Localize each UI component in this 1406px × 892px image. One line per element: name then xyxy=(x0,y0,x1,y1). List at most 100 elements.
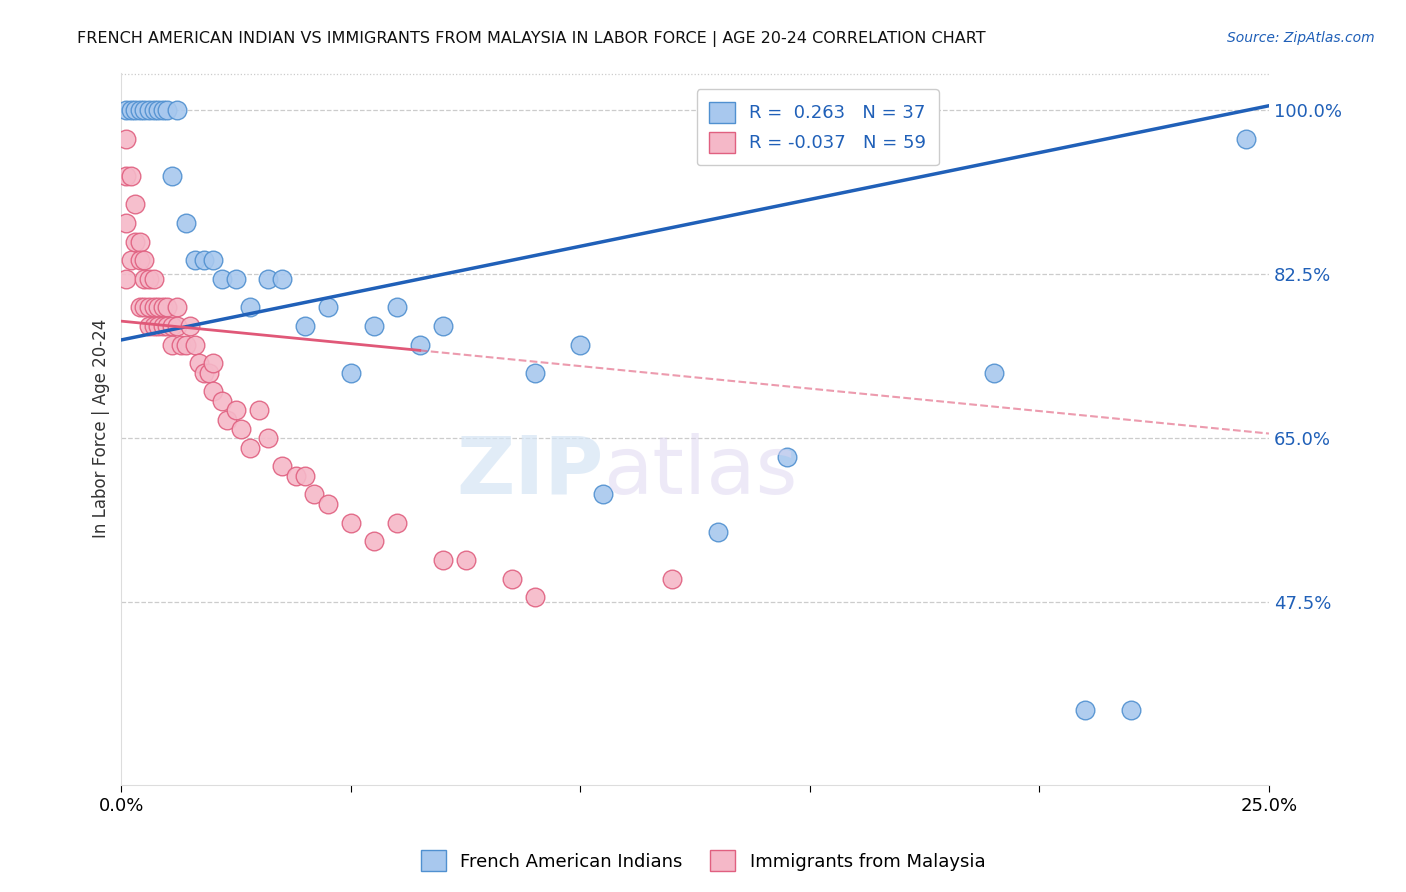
Point xyxy=(229,422,252,436)
Point xyxy=(202,384,225,399)
Point xyxy=(569,337,592,351)
Legend: R =  0.263   N = 37, R = -0.037   N = 59: R = 0.263 N = 37, R = -0.037 N = 59 xyxy=(696,89,939,165)
Point xyxy=(146,318,169,333)
Point xyxy=(193,366,215,380)
Point xyxy=(215,412,238,426)
Point xyxy=(160,337,183,351)
Point xyxy=(128,300,150,314)
Point xyxy=(184,337,207,351)
Point xyxy=(257,431,280,445)
Point xyxy=(592,487,614,501)
Point xyxy=(120,253,142,268)
Point xyxy=(239,441,262,455)
Point xyxy=(152,300,174,314)
Point xyxy=(211,393,233,408)
Point xyxy=(160,169,183,183)
Point xyxy=(707,524,730,539)
Point xyxy=(115,169,138,183)
Point xyxy=(128,253,150,268)
Point xyxy=(115,131,138,145)
Point xyxy=(134,103,156,118)
Point xyxy=(385,516,408,530)
Point xyxy=(146,103,169,118)
Point xyxy=(202,356,225,370)
Point xyxy=(1234,131,1257,145)
Point xyxy=(120,169,142,183)
Point xyxy=(138,272,160,286)
Point xyxy=(225,272,247,286)
Point xyxy=(174,337,197,351)
Point xyxy=(193,253,215,268)
Point xyxy=(184,253,207,268)
Point xyxy=(294,468,316,483)
Point xyxy=(138,103,160,118)
Point xyxy=(146,300,169,314)
Point xyxy=(166,300,188,314)
Point xyxy=(134,300,156,314)
Point xyxy=(363,318,385,333)
Point xyxy=(271,459,294,474)
Point xyxy=(156,103,179,118)
Point xyxy=(432,318,454,333)
Point xyxy=(1074,703,1097,717)
Point xyxy=(257,272,280,286)
Point xyxy=(166,318,188,333)
Point xyxy=(174,216,197,230)
Point xyxy=(523,591,546,605)
Point xyxy=(661,572,683,586)
Point xyxy=(188,356,211,370)
Point xyxy=(202,253,225,268)
Point xyxy=(316,300,339,314)
Y-axis label: In Labor Force | Age 20-24: In Labor Force | Age 20-24 xyxy=(93,319,110,539)
Point xyxy=(142,300,165,314)
Point xyxy=(225,403,247,417)
Point xyxy=(776,450,799,464)
Point xyxy=(120,103,142,118)
Point xyxy=(284,468,307,483)
Point xyxy=(523,366,546,380)
Text: ZIP: ZIP xyxy=(456,433,603,510)
Point xyxy=(134,253,156,268)
Point xyxy=(115,103,138,118)
Point xyxy=(294,318,316,333)
Point xyxy=(138,300,160,314)
Point xyxy=(124,197,146,211)
Text: atlas: atlas xyxy=(603,433,797,510)
Text: FRENCH AMERICAN INDIAN VS IMMIGRANTS FROM MALAYSIA IN LABOR FORCE | AGE 20-24 CO: FRENCH AMERICAN INDIAN VS IMMIGRANTS FRO… xyxy=(77,31,986,47)
Text: Source: ZipAtlas.com: Source: ZipAtlas.com xyxy=(1227,31,1375,45)
Point xyxy=(271,272,294,286)
Point xyxy=(211,272,233,286)
Point xyxy=(454,553,477,567)
Point xyxy=(124,235,146,249)
Point xyxy=(166,103,188,118)
Point xyxy=(115,216,138,230)
Point xyxy=(152,103,174,118)
Point xyxy=(983,366,1005,380)
Point xyxy=(124,103,146,118)
Point xyxy=(302,487,325,501)
Point xyxy=(142,103,165,118)
Point xyxy=(142,318,165,333)
Point xyxy=(239,300,262,314)
Point xyxy=(115,272,138,286)
Point xyxy=(156,318,179,333)
Point xyxy=(363,534,385,549)
Point xyxy=(340,366,363,380)
Point xyxy=(138,318,160,333)
Point xyxy=(340,516,363,530)
Point xyxy=(128,103,150,118)
Point xyxy=(385,300,408,314)
Point xyxy=(134,272,156,286)
Point xyxy=(128,235,150,249)
Point xyxy=(160,318,183,333)
Point xyxy=(170,337,193,351)
Point xyxy=(197,366,219,380)
Legend: French American Indians, Immigrants from Malaysia: French American Indians, Immigrants from… xyxy=(413,843,993,879)
Point xyxy=(1121,703,1143,717)
Point xyxy=(316,497,339,511)
Point xyxy=(247,403,270,417)
Point xyxy=(501,572,523,586)
Point xyxy=(432,553,454,567)
Point xyxy=(179,318,201,333)
Point xyxy=(409,337,432,351)
